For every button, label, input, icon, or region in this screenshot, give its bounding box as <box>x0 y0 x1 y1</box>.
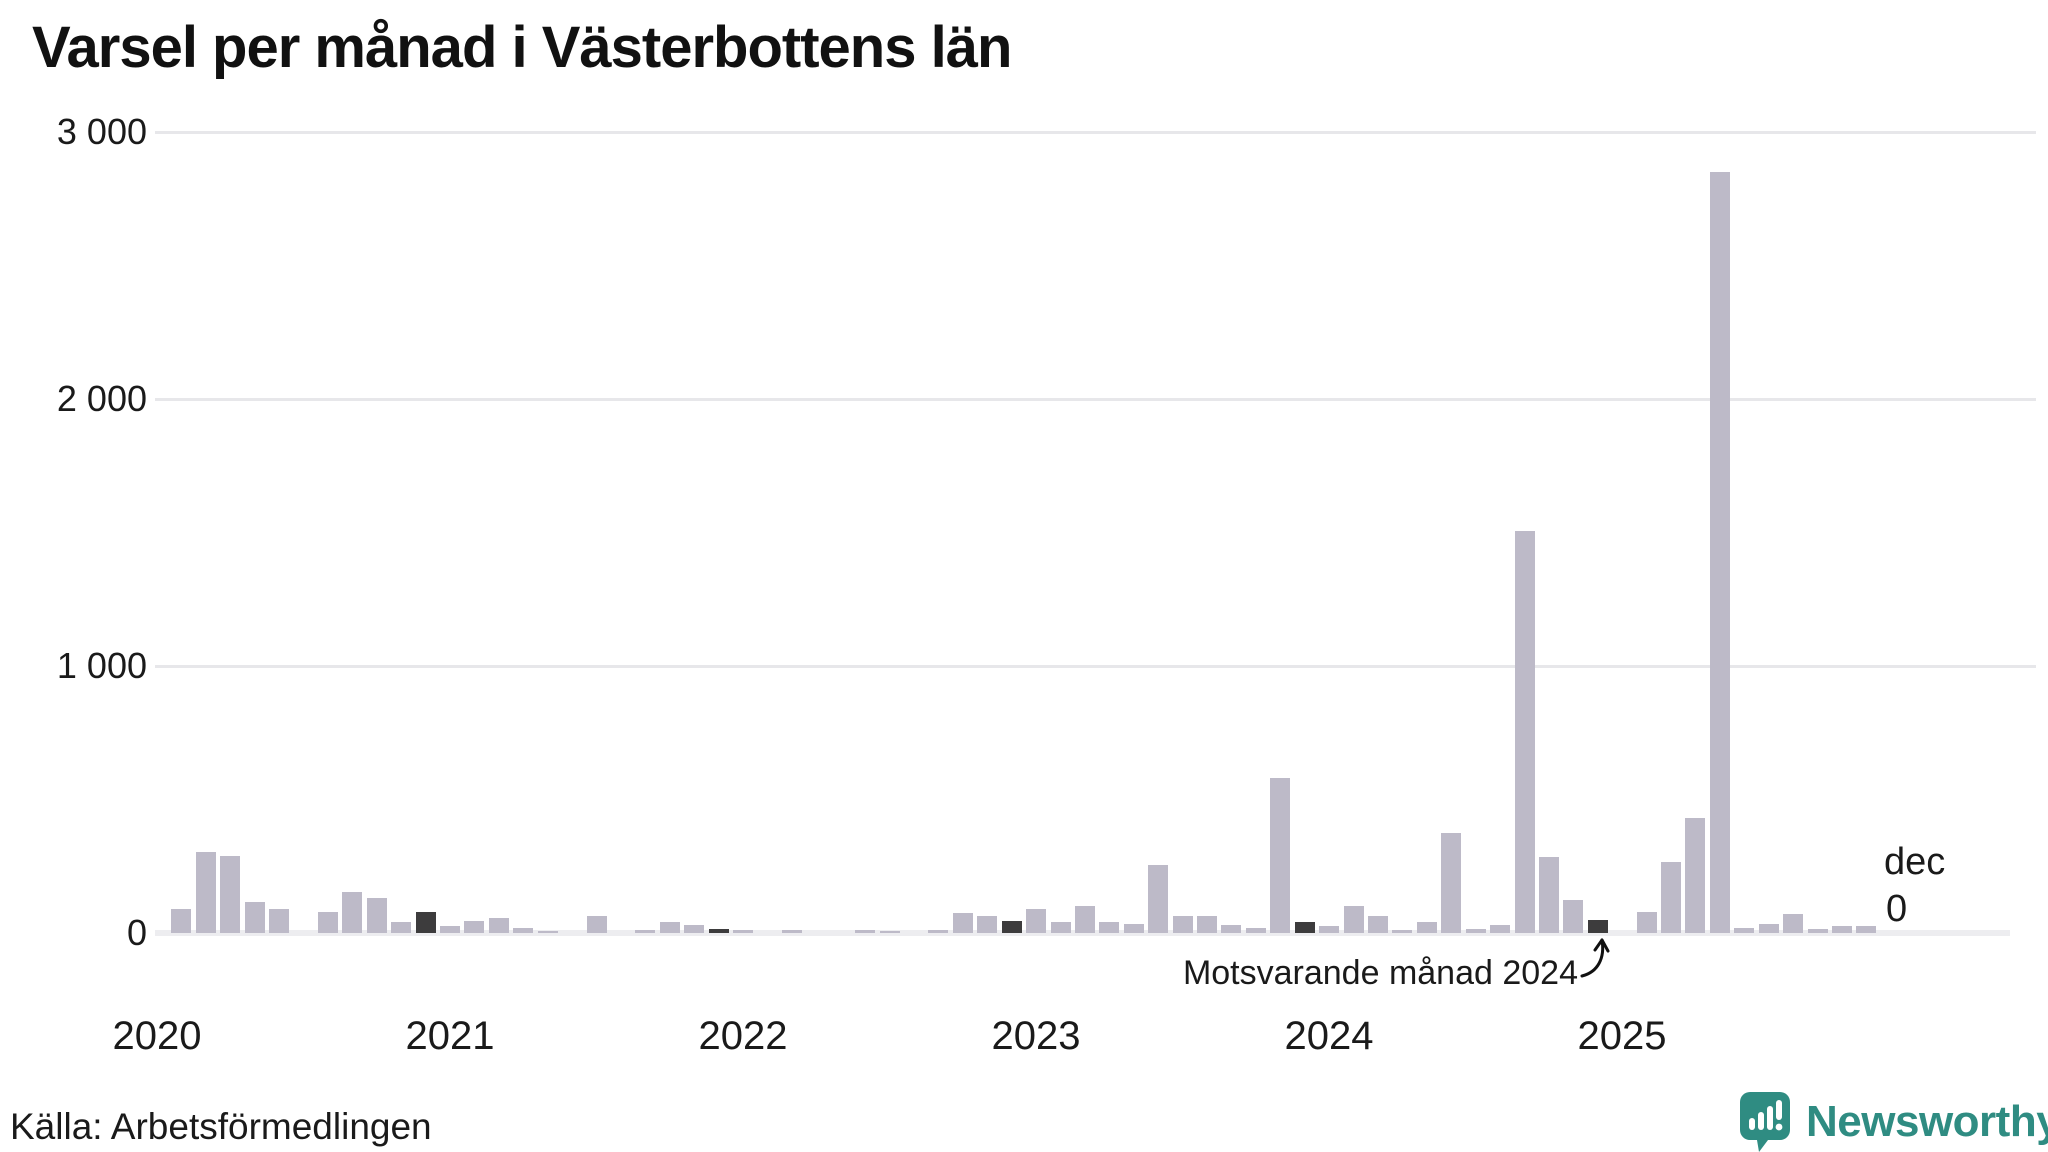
bar-2024-05 <box>1417 922 1437 933</box>
gridline-3000 <box>155 131 2036 134</box>
newsworthy-icon <box>1740 1092 1790 1152</box>
x-tick-2021: 2021 <box>405 1014 495 1058</box>
bar-2020-03 <box>196 852 216 933</box>
bar-2022-03 <box>782 930 802 933</box>
bar-2020-10 <box>367 898 387 933</box>
bar-2024-11 <box>1563 900 1583 933</box>
bar-2025-10 <box>1832 926 1852 933</box>
bar-2020-02 <box>171 909 191 933</box>
bar-2025-05 <box>1710 172 1730 933</box>
brand-logo: Newsworthy <box>1740 1092 2048 1152</box>
bar-2020-08 <box>318 912 338 933</box>
bar-2023-03 <box>1075 906 1095 933</box>
bar-2025-09 <box>1808 929 1828 933</box>
bar-2021-07 <box>587 916 607 933</box>
bar-2023-04 <box>1099 922 1119 933</box>
x-tick-2020: 2020 <box>112 1014 202 1058</box>
bar-2021-12 <box>709 929 729 933</box>
bar-2024-10 <box>1539 857 1559 933</box>
bar-2023-08 <box>1197 916 1217 933</box>
bar-2024-03 <box>1368 916 1388 933</box>
bar-2021-09 <box>635 930 655 933</box>
bar-2020-12 <box>416 912 436 933</box>
source-caption: Källa: Arbetsförmedlingen <box>10 1106 432 1147</box>
x-tick-2024: 2024 <box>1284 1014 1374 1058</box>
bar-2023-01 <box>1026 909 1046 933</box>
latest-value-label: 0 <box>1886 888 1908 930</box>
bar-2023-11 <box>1270 778 1290 933</box>
bar-2025-04 <box>1685 818 1705 933</box>
bar-2024-07 <box>1466 929 1486 933</box>
bar-2022-12 <box>1002 921 1022 933</box>
y-tick-0: 0 <box>126 912 147 953</box>
y-tick-3000: 3 000 <box>56 111 147 152</box>
bar-2020-04 <box>220 856 240 933</box>
gridline-1000 <box>155 665 2036 668</box>
bar-2022-01 <box>733 930 753 933</box>
bar-2024-09 <box>1515 531 1535 933</box>
bar-2020-05 <box>245 902 265 933</box>
bar-2024-04 <box>1392 930 1412 933</box>
page-title: Varsel per månad i Västerbottens län <box>32 15 1012 80</box>
bar-2021-01 <box>440 926 460 933</box>
x-tick-2025: 2025 <box>1577 1014 1667 1058</box>
bar-2020-11 <box>391 922 411 933</box>
bar-2021-11 <box>684 925 704 933</box>
bar-2025-07 <box>1759 924 1779 933</box>
bar-2022-07 <box>880 931 900 933</box>
bar-2020-09 <box>342 892 362 933</box>
brand-name: Newsworthy <box>1806 1097 2048 1146</box>
bar-2021-05 <box>538 931 558 933</box>
bar-2021-04 <box>513 928 533 933</box>
bar-2020-06 <box>269 909 289 933</box>
bar-2024-02 <box>1344 906 1364 933</box>
bar-2024-01 <box>1319 926 1339 933</box>
x-tick-2022: 2022 <box>698 1014 788 1058</box>
bar-2023-10 <box>1246 928 1266 933</box>
bar-2022-11 <box>977 916 997 933</box>
bar-2023-12 <box>1295 922 1315 933</box>
bar-2023-06 <box>1148 865 1168 933</box>
bar-2025-06 <box>1734 928 1754 933</box>
annotation-arrow-icon <box>1580 938 1610 978</box>
x-axis-line <box>155 930 2010 936</box>
bar-2022-09 <box>928 930 948 933</box>
bar-2021-02 <box>464 921 484 933</box>
annotation-label: Motsvarande månad 2024 <box>1182 954 1578 992</box>
bar-2021-03 <box>489 918 509 933</box>
bar-2025-08 <box>1783 914 1803 933</box>
bar-2025-03 <box>1661 862 1681 933</box>
bar-2023-07 <box>1173 916 1193 933</box>
bar-2024-06 <box>1441 833 1461 933</box>
bar-2025-02 <box>1637 912 1657 933</box>
y-tick-1000: 1 000 <box>56 645 147 686</box>
latest-month-label: dec <box>1884 841 1946 883</box>
bar-2021-10 <box>660 922 680 933</box>
bar-2024-12 <box>1588 920 1608 933</box>
bar-2023-02 <box>1051 922 1071 933</box>
x-tick-2023: 2023 <box>991 1014 1081 1058</box>
bar-2025-11 <box>1856 926 1876 933</box>
y-tick-2000: 2 000 <box>56 378 147 419</box>
bar-2023-09 <box>1221 925 1241 933</box>
bar-2022-06 <box>855 930 875 933</box>
bar-2023-05 <box>1124 924 1144 933</box>
bar-2024-08 <box>1490 925 1510 933</box>
bar-2022-10 <box>953 913 973 933</box>
gridline-2000 <box>155 398 2036 401</box>
